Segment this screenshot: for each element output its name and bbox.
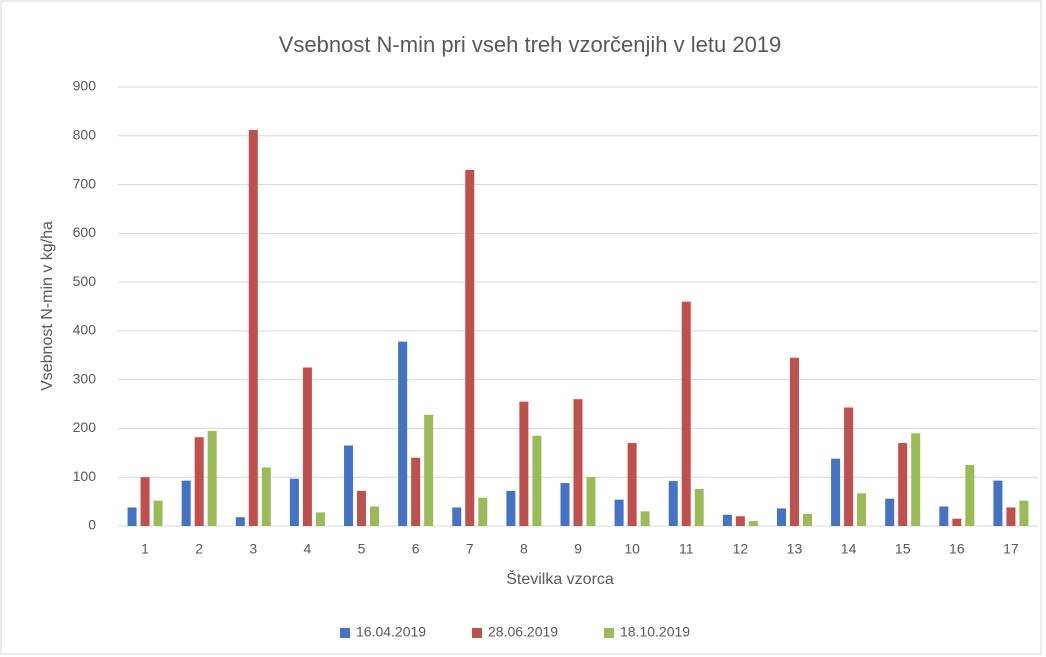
y-tick-label: 900 [73,78,97,94]
bar [573,399,583,526]
x-tick-label: 8 [520,541,528,557]
y-tick-label: 500 [73,273,97,289]
bar [993,480,1003,526]
bar [465,169,475,526]
bar [748,521,758,526]
bar [586,477,596,526]
y-tick-label: 700 [73,175,97,191]
bar [289,478,299,526]
bar [952,518,962,526]
x-tick-label: 9 [574,541,582,557]
bar [181,480,191,526]
bar [153,500,163,526]
x-tick-label: 13 [787,541,803,557]
x-tick-label: 5 [358,541,366,557]
bar [235,517,245,526]
bar [802,513,812,526]
y-tick-label: 800 [73,126,97,142]
y-axis-label: Vsebnost N-min v kg/ha [39,221,56,391]
bar [681,301,691,526]
y-tick-label: 600 [73,224,97,240]
x-tick-label: 16 [949,541,965,557]
legend-swatch [340,628,350,638]
x-tick-label: 7 [466,541,474,557]
x-tick-label: 2 [195,541,203,557]
bar [844,407,854,526]
x-tick-label: 6 [412,541,420,557]
bar [532,435,542,526]
y-tick-label: 0 [88,517,96,533]
bar [302,367,312,526]
bar [640,511,650,526]
bar [911,433,921,526]
bar [885,498,895,526]
bar [357,490,367,526]
legend-swatch [604,628,614,638]
x-tick-label: 11 [679,541,694,557]
y-tick-label: 100 [73,468,97,484]
bar [478,497,488,526]
x-tick-label: 1 [141,541,149,557]
x-axis-label: Številka vzorca [506,569,614,588]
bar [776,508,786,526]
y-tick-label: 300 [73,370,97,386]
bar [614,499,624,526]
bar [789,357,799,526]
bar [207,430,217,526]
bar [898,443,908,526]
bar [411,457,421,526]
bar [370,506,380,526]
x-tick-label: 4 [304,541,312,557]
chart-title: Vsebnost N-min pri vseh treh vzorčenjih … [279,32,782,57]
y-tick-label: 400 [73,322,97,338]
legend-label: 28.06.2019 [488,624,558,640]
bar [398,341,408,526]
x-tick-label: 3 [249,541,257,557]
x-tick-label: 15 [895,541,911,557]
bar [627,443,637,526]
bar [344,445,354,526]
bar [194,437,204,526]
bar [560,483,570,526]
bar [939,506,949,526]
bar [722,514,732,526]
bar [261,467,271,526]
x-tick-label: 10 [624,541,640,557]
x-tick-label: 17 [1003,541,1019,557]
bar [424,414,434,526]
x-tick-label: 14 [841,541,857,557]
bar [315,512,325,526]
y-tick-label: 200 [73,419,97,435]
legend-swatch [472,628,482,638]
bar [831,458,841,526]
bar [248,129,258,526]
bar [127,507,137,526]
x-tick-label: 12 [733,541,749,557]
bar [965,465,975,526]
bar [452,507,462,526]
bar [1006,507,1016,526]
bar [735,516,745,526]
bar [1019,500,1029,526]
bar [694,488,704,526]
bar [140,477,150,526]
legend-label: 16.04.2019 [356,624,426,640]
bar [857,493,867,526]
legend-label: 18.10.2019 [620,624,690,640]
bar [506,490,516,526]
bar [519,401,529,526]
bar [668,481,678,526]
